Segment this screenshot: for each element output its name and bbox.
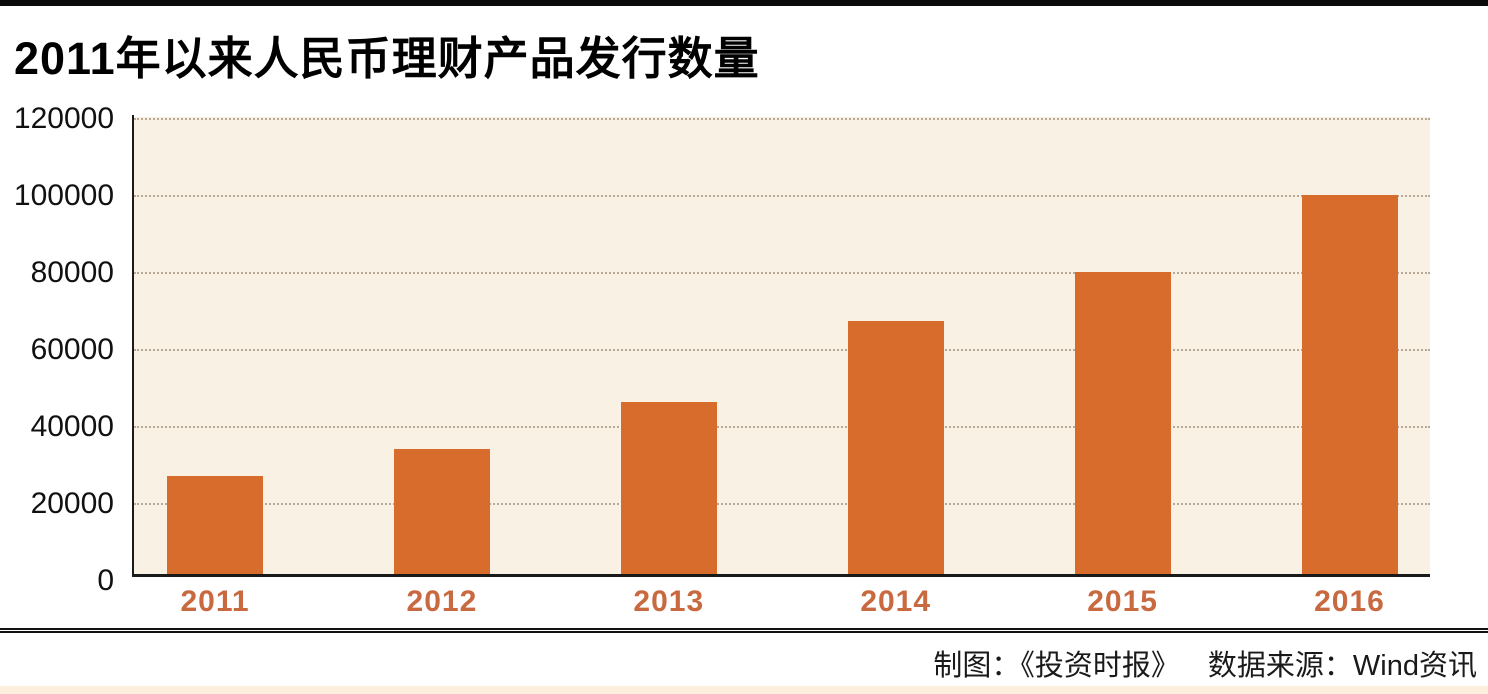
- y-axis-tick-label: 100000: [13, 179, 114, 212]
- bottom-accent-strip: [0, 686, 1488, 694]
- y-axis-tick-label: 80000: [30, 256, 114, 289]
- gridline: [134, 272, 1430, 274]
- chart-title: 2011年以来人民币理财产品发行数量: [14, 33, 760, 84]
- bar: [167, 476, 263, 574]
- x-axis-tick-label: 2013: [633, 585, 705, 618]
- bar: [393, 449, 490, 574]
- divider-line: [0, 628, 1488, 633]
- gridline: [134, 349, 1430, 351]
- gridline: [134, 503, 1430, 505]
- chart-footer: 制图：《投资时报》 数据来源：Wind资讯: [933, 646, 1477, 682]
- x-axis-tick-label: 2011: [180, 585, 250, 618]
- y-axis-tick-label: 0: [97, 564, 114, 597]
- gridline: [134, 426, 1430, 428]
- gridline: [134, 195, 1430, 197]
- x-axis-tick-label: 2016: [1314, 585, 1385, 618]
- top-border-bar: [0, 0, 1488, 6]
- x-axis-line: [132, 574, 1430, 577]
- x-axis-tick-label: 2015: [1087, 585, 1158, 618]
- bar: [1074, 272, 1171, 574]
- y-axis-tick-label: 20000: [30, 487, 114, 520]
- bar: [1301, 195, 1398, 574]
- bar: [620, 402, 717, 574]
- gridline: [134, 118, 1430, 120]
- y-axis-tick-label: 120000: [13, 102, 114, 135]
- y-axis-tick-label: 60000: [30, 333, 114, 366]
- y-axis-tick-label: 40000: [30, 410, 114, 443]
- y-axis-line: [132, 115, 134, 577]
- bar: [847, 321, 944, 574]
- source-text: 数据来源：Wind资讯: [1207, 650, 1477, 682]
- x-axis-tick-label: 2012: [406, 585, 478, 618]
- credit-text: 制图：《投资时报》: [933, 650, 1180, 682]
- x-axis-tick-label: 2014: [860, 585, 932, 618]
- plot-area: [134, 117, 1430, 574]
